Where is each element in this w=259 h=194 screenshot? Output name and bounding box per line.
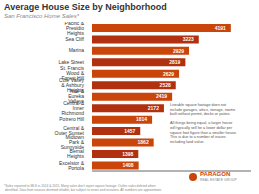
svg-text:2528: 2528 [160,82,171,88]
svg-text:BernalHeights: BernalHeights [67,148,84,159]
svg-text:2172: 2172 [148,105,159,111]
svg-text:Potrero Hill: Potrero Hill [59,116,84,122]
svg-text:1862: 1862 [138,139,149,145]
svg-text:2819: 2819 [169,59,180,65]
svg-text:Central &InnerRichmond: Central &InnerRichmond [61,100,84,116]
svg-text:Sea Cliff: Sea Cliff [65,36,84,42]
svg-text:2419: 2419 [156,93,167,99]
svg-text:Lake Street: Lake Street [58,59,84,65]
svg-text:1814: 1814 [136,116,147,122]
svg-text:Pacific &PresidioHeights: Pacific &PresidioHeights [65,22,85,36]
svg-text:2929: 2929 [173,48,184,54]
svg-text:4191: 4191 [215,25,226,31]
svg-text:1457: 1457 [124,128,135,134]
svg-text:2629: 2629 [163,71,174,77]
svg-text:3223: 3223 [183,36,194,42]
svg-text:Marina: Marina [69,47,85,53]
svg-text:Excelsior &Portola: Excelsior &Portola [59,160,85,171]
svg-text:1398: 1398 [122,151,133,157]
svg-text:1408: 1408 [123,162,134,168]
